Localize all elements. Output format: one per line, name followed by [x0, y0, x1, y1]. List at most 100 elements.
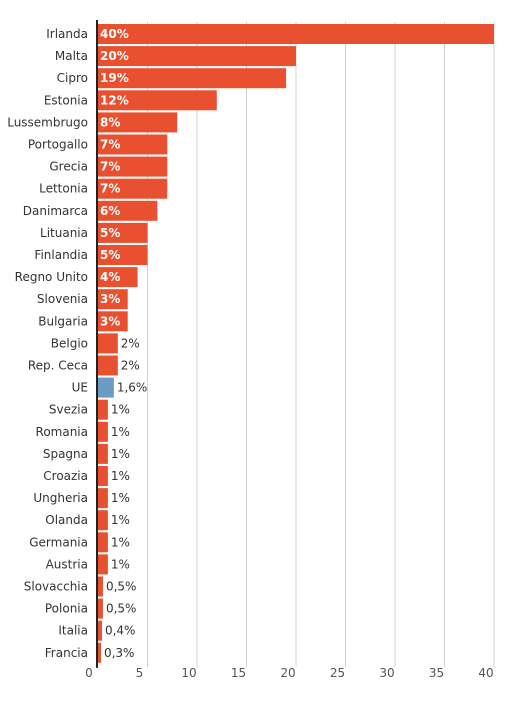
bar — [98, 178, 168, 199]
data-label: 3% — [100, 292, 120, 306]
bar — [98, 245, 148, 265]
category-label: Lituania — [40, 226, 88, 240]
data-label: 6% — [100, 204, 120, 218]
bar — [98, 642, 101, 663]
data-label: 12% — [100, 93, 129, 107]
x-tick-label: 0 — [85, 666, 93, 680]
bar — [98, 68, 287, 89]
data-label: 1% — [111, 557, 130, 571]
data-label: 0,3% — [104, 646, 135, 660]
category-label: Finlandia — [34, 248, 88, 262]
bar — [98, 488, 108, 509]
category-label: Estonia — [44, 93, 88, 107]
data-label: 0,5% — [106, 602, 137, 616]
data-label: 5% — [100, 248, 120, 262]
bar — [98, 598, 103, 619]
bar — [98, 399, 108, 420]
bar — [98, 289, 128, 310]
x-axis-ticks: 0 5 10 15 20 25 30 35 40 — [85, 666, 493, 680]
data-label: 1% — [111, 447, 130, 461]
category-label: Olanda — [45, 513, 88, 527]
category-label: Ungheria — [33, 491, 88, 505]
bar — [98, 443, 108, 464]
category-label: Germania — [29, 535, 88, 549]
data-label: 7% — [100, 160, 120, 174]
data-labels: 40%20%19%12%8%7%7%7%6%5%5%4%3%3%2%2%1,6%… — [100, 27, 147, 660]
data-label: 0,4% — [105, 624, 135, 638]
category-label: UE — [72, 381, 88, 395]
bar — [98, 532, 108, 553]
bar — [98, 200, 158, 221]
category-label: Cipro — [57, 71, 88, 85]
category-label: Polonia — [45, 602, 88, 616]
bar — [98, 620, 102, 641]
data-label: 1% — [111, 469, 130, 483]
category-label: Belgio — [51, 336, 88, 350]
data-label: 1% — [111, 491, 130, 505]
data-label: 2% — [121, 359, 140, 373]
data-label: 5% — [100, 226, 120, 240]
bar — [98, 267, 138, 288]
data-label: 20% — [100, 49, 129, 63]
category-label: Rep. Ceca — [28, 359, 88, 373]
data-label: 7% — [100, 182, 120, 196]
x-tick-label: 30 — [379, 666, 394, 680]
category-label: Austria — [46, 557, 88, 571]
bar — [98, 112, 178, 133]
x-tick-label: 15 — [231, 666, 246, 680]
category-label: Bulgaria — [38, 314, 88, 328]
data-label: 2% — [121, 336, 140, 350]
bars — [98, 24, 494, 663]
category-label: Regno Unito — [15, 270, 88, 284]
data-label: 1,6% — [117, 381, 148, 395]
data-label: 1% — [111, 403, 130, 417]
x-tick-label: 10 — [181, 666, 196, 680]
category-label: Francia — [45, 646, 88, 660]
bar — [98, 134, 168, 155]
x-tick-label: 25 — [330, 666, 345, 680]
category-label: Irlanda — [46, 27, 88, 41]
bar — [98, 554, 108, 575]
category-label: Portogallo — [28, 138, 88, 152]
data-label: 40% — [100, 27, 129, 41]
category-labels: Irlanda Malta Cipro Estonia Lussembrugo Porto… — [7, 27, 88, 660]
category-label: Slovenia — [37, 292, 88, 306]
bar — [98, 510, 108, 531]
category-label: Svezia — [49, 403, 88, 417]
x-tick-label: 35 — [429, 666, 444, 680]
category-label: Lussembrugo — [7, 115, 88, 129]
bar — [98, 466, 108, 486]
bar — [98, 333, 118, 354]
data-label: 0,5% — [106, 580, 137, 594]
category-label: Slovacchia — [24, 580, 88, 594]
grid-lines — [147, 22, 495, 667]
x-tick-label: 20 — [280, 666, 295, 680]
bar — [98, 24, 494, 44]
bar — [98, 90, 217, 111]
data-label: 1% — [111, 535, 130, 549]
data-label: 4% — [100, 270, 120, 284]
bar — [98, 156, 168, 177]
bar — [98, 576, 103, 597]
category-label: Italia — [58, 624, 88, 638]
data-label: 1% — [111, 425, 130, 439]
category-label: Lettonia — [39, 182, 88, 196]
category-label: Danimarca — [23, 204, 88, 218]
bar — [98, 46, 296, 67]
data-label: 7% — [100, 138, 120, 152]
data-label: 1% — [111, 513, 130, 527]
bar — [98, 311, 128, 332]
category-label: Croazia — [43, 469, 88, 483]
bar — [98, 222, 148, 243]
data-label: 19% — [100, 71, 129, 85]
bar — [98, 355, 118, 376]
bar — [98, 377, 114, 398]
category-label: Grecia — [49, 160, 88, 174]
x-tick-label: 40 — [478, 666, 493, 680]
bar — [98, 421, 108, 442]
data-label: 8% — [100, 115, 120, 129]
category-label: Spagna — [43, 447, 88, 461]
category-label: Malta — [55, 49, 88, 63]
x-tick-label: 5 — [136, 666, 144, 680]
